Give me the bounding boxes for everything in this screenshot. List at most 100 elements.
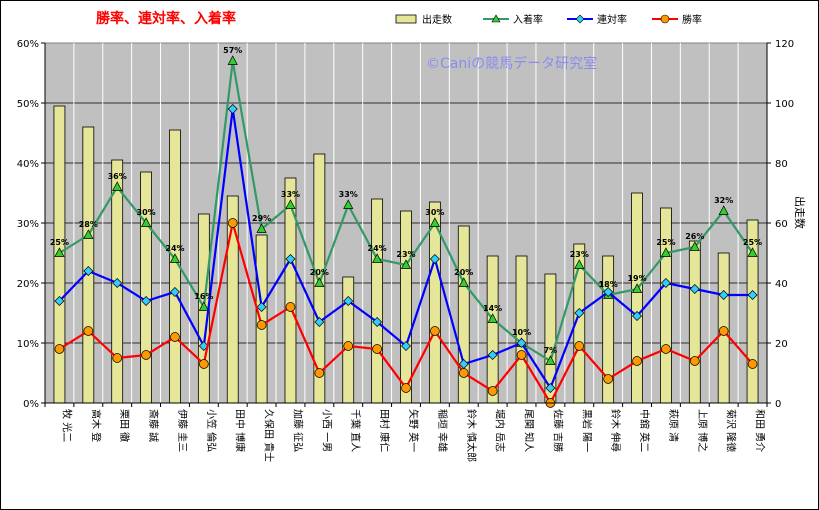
point-2-19 bbox=[603, 374, 614, 384]
point-2-18 bbox=[574, 341, 585, 351]
point-0-14 bbox=[458, 277, 469, 287]
point-1-0 bbox=[54, 296, 65, 306]
point-1-18 bbox=[574, 308, 585, 318]
chart-title: 勝率、連対率、入着率 bbox=[96, 10, 236, 27]
point-2-13 bbox=[430, 326, 440, 336]
data-label-10: 33% bbox=[339, 190, 358, 199]
point-2-0 bbox=[54, 344, 65, 354]
point-1-1 bbox=[83, 266, 94, 276]
point-2-4 bbox=[170, 332, 180, 342]
y2-tick-label-3: 60 bbox=[775, 219, 788, 230]
point-1-6 bbox=[227, 104, 238, 114]
data-label-11: 24% bbox=[368, 244, 387, 253]
y2-tick-label-2: 40 bbox=[775, 279, 788, 290]
legend-marker-3 bbox=[660, 14, 670, 24]
x-tick-label-22: 上原 博之 bbox=[696, 409, 709, 452]
point-1-12 bbox=[401, 341, 411, 351]
x-tick-label-8: 加藤 征弘 bbox=[291, 409, 303, 452]
point-0-23 bbox=[718, 205, 729, 215]
point-1-23 bbox=[718, 290, 729, 300]
legend-swatch-bar bbox=[395, 14, 417, 24]
x-tick-label-10: 千葉 直人 bbox=[349, 409, 362, 452]
point-0-17 bbox=[545, 355, 556, 365]
point-1-16 bbox=[516, 338, 527, 348]
point-0-8 bbox=[285, 199, 296, 209]
data-label-12: 23% bbox=[396, 250, 415, 259]
data-label-19: 18% bbox=[599, 280, 618, 289]
bar-10 bbox=[342, 276, 355, 404]
data-label-8: 33% bbox=[281, 190, 300, 199]
data-label-21: 25% bbox=[656, 238, 675, 247]
point-1-15 bbox=[487, 350, 498, 360]
point-0-18 bbox=[574, 259, 585, 269]
data-label-0: 25% bbox=[50, 238, 69, 247]
point-0-11 bbox=[372, 253, 383, 263]
point-0-12 bbox=[400, 259, 412, 269]
x-tick-label-24: 和田 勇介 bbox=[754, 409, 766, 452]
y-tick-label-6: 60% bbox=[17, 39, 39, 50]
y2-tick-label-0: 0 bbox=[775, 399, 781, 410]
data-label-15: 14% bbox=[483, 304, 502, 313]
data-label-16: 10% bbox=[512, 328, 531, 337]
x-tick-label-0: 牧 光二 bbox=[60, 409, 73, 442]
bar-3 bbox=[140, 171, 152, 404]
data-label-4: 24% bbox=[165, 244, 184, 253]
x-tick-label-6: 田中 博康 bbox=[234, 409, 247, 452]
x-tick-label-15: 堀内 岳志 bbox=[494, 409, 507, 452]
y-tick-label-0: 0% bbox=[23, 399, 39, 410]
y-tick-label-4: 40% bbox=[17, 159, 39, 170]
x-tick-label-20: 中舘 英二 bbox=[638, 409, 651, 452]
point-1-7 bbox=[256, 302, 267, 312]
x-tick-label-5: 小笠 倫弘 bbox=[205, 409, 218, 452]
bar-12 bbox=[400, 210, 412, 404]
point-1-9 bbox=[314, 317, 325, 327]
point-1-24 bbox=[747, 290, 758, 300]
x-tick-label-21: 萩原 清 bbox=[667, 409, 680, 442]
data-label-24: 25% bbox=[743, 238, 762, 247]
data-label-7: 29% bbox=[252, 214, 271, 223]
bar-20 bbox=[631, 192, 643, 404]
x-tick-label-7: 久保田 貴士 bbox=[263, 409, 276, 462]
point-2-11 bbox=[372, 344, 382, 354]
legend-label-3: 勝率 bbox=[682, 13, 702, 26]
point-1-2 bbox=[112, 278, 123, 288]
point-0-21 bbox=[660, 247, 672, 257]
data-label-5: 16% bbox=[194, 292, 213, 301]
x-tick-label-14: 鈴木 慎太郎 bbox=[465, 409, 478, 462]
data-label-9: 20% bbox=[310, 268, 329, 277]
point-2-5 bbox=[198, 359, 209, 369]
point-1-4 bbox=[169, 287, 180, 297]
data-label-22: 26% bbox=[685, 232, 704, 241]
point-0-24 bbox=[747, 247, 758, 257]
point-2-1 bbox=[83, 326, 94, 336]
legend-label-0: 出走数 bbox=[422, 13, 452, 26]
x-tick-label-17: 佐藤 吉勝 bbox=[551, 409, 564, 452]
point-1-21 bbox=[660, 278, 671, 288]
point-2-8 bbox=[285, 302, 296, 312]
point-0-5 bbox=[198, 301, 209, 311]
x-tick-label-1: 高木 登 bbox=[89, 409, 102, 442]
point-0-1 bbox=[83, 229, 94, 239]
point-2-3 bbox=[141, 350, 151, 360]
data-label-3: 30% bbox=[137, 208, 156, 217]
bar-22 bbox=[688, 240, 701, 404]
point-0-7 bbox=[256, 223, 267, 233]
y2-tick-label-6: 120 bbox=[775, 39, 794, 50]
point-0-13 bbox=[429, 217, 440, 227]
y-tick-label-5: 50% bbox=[17, 99, 39, 110]
point-0-20 bbox=[631, 283, 643, 293]
bar-1 bbox=[82, 126, 95, 404]
point-0-0 bbox=[54, 247, 65, 257]
point-1-3 bbox=[141, 296, 152, 306]
point-2-22 bbox=[689, 356, 700, 366]
point-1-10 bbox=[343, 296, 354, 306]
y-tick-label-3: 30% bbox=[17, 219, 39, 230]
point-2-14 bbox=[458, 368, 469, 378]
bar-11 bbox=[371, 198, 384, 404]
point-0-2 bbox=[112, 181, 123, 191]
point-0-15 bbox=[487, 313, 498, 323]
point-2-6 bbox=[227, 218, 238, 228]
data-label-6: 57% bbox=[223, 46, 242, 55]
